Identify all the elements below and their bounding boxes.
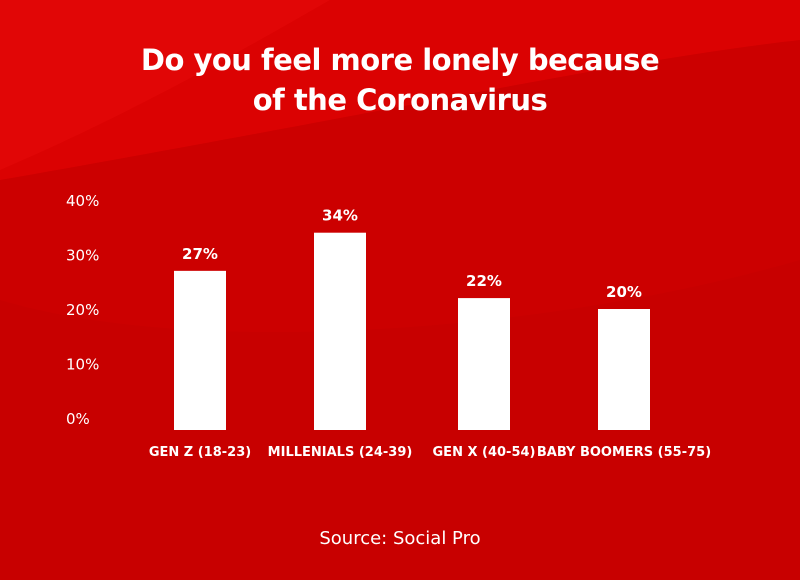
x-axis: GEN Z (18-23) MILLENIALS (24-39) GEN X (40… — [149, 445, 711, 460]
bar — [314, 232, 366, 430]
bar-value-label: 34% — [322, 207, 358, 225]
y-tick-label: 10% — [66, 356, 99, 374]
chart-title: Do you feel more lonely because of the C… — [0, 40, 800, 120]
y-axis: 0% 10% 20% 30% 40% — [66, 192, 99, 428]
chart-title-line-2: of the Coronavirus — [252, 83, 548, 117]
y-tick-label: 20% — [66, 301, 99, 319]
bar-value-label: 27% — [182, 245, 218, 263]
x-category-label: GEN X (40-54) — [433, 445, 536, 460]
source-note: Source: Social Pro — [319, 528, 481, 549]
bar — [458, 298, 510, 430]
chart-title-line-1: Do you feel more lonely because — [140, 43, 660, 77]
y-tick-label: 40% — [66, 192, 99, 210]
value-labels: 27% 34% 22% 20% — [182, 207, 642, 301]
x-category-label: GEN Z (18-23) — [149, 445, 251, 460]
bar-value-label: 20% — [606, 283, 642, 301]
x-category-label: MILLENIALS (24-39) — [268, 445, 413, 460]
bars — [174, 232, 650, 430]
x-category-label: BABY BOOMERS (55-75) — [537, 445, 711, 460]
y-tick-label: 0% — [66, 410, 90, 428]
y-tick-label: 30% — [66, 247, 99, 265]
bar-value-label: 22% — [466, 272, 502, 290]
bar — [598, 309, 650, 430]
bar — [174, 270, 226, 430]
